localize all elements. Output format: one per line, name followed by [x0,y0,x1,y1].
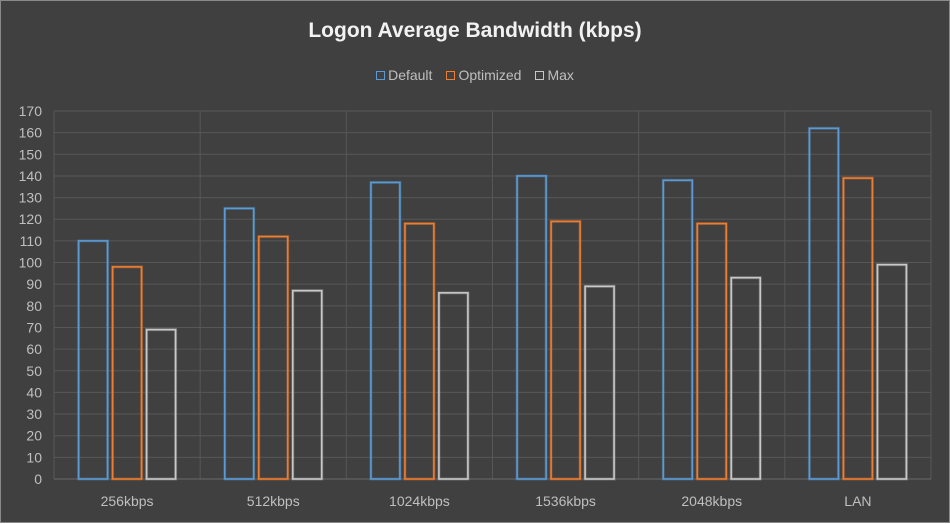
legend-swatch [535,70,545,80]
legend-swatch [376,70,386,80]
bar-default-256kbps [77,240,109,480]
bar-optimized-1536kbps [550,220,581,480]
legend-swatch [446,70,456,80]
bar-default-2048kbps [662,179,694,480]
y-tick-label: 120 [19,211,43,227]
chart-title: Logon Average Bandwidth (kbps) [308,19,642,42]
y-tick-label: 30 [26,406,42,422]
bar-default-1024kbps [370,181,401,480]
y-tick-label: 50 [26,363,42,379]
bar-max-512kbps [291,289,323,480]
y-tick-label: 140 [19,168,43,184]
bar-max-1024kbps [438,292,469,480]
bar-max-LAN [876,263,908,480]
y-tick-label: 70 [26,319,42,335]
x-tick-label: 256kbps [101,493,154,509]
bar-glow [875,263,908,481]
y-tick-label: 80 [26,298,42,314]
bar-max-1536kbps [584,285,615,480]
legend-label: Optimized [458,67,522,83]
bar-default-LAN [808,127,840,480]
bar-glow [111,265,144,481]
bar-glow [369,180,402,481]
y-tick-label: 20 [26,428,42,444]
y-tick-label: 160 [19,125,43,141]
y-tick-label: 110 [20,233,43,249]
bar-optimized-LAN [842,177,874,480]
bar-glow [549,219,582,481]
x-tick-label: 1536kbps [535,493,596,509]
bar-glow [403,222,436,481]
bar-glow [223,206,256,481]
x-tick-label: 1024kbps [389,493,450,509]
bar-max-256kbps [145,328,177,480]
y-tick-label: 150 [19,146,43,162]
bar-default-1536kbps [516,175,547,480]
legend-item-max: Max [535,67,574,83]
bar-optimized-1024kbps [404,222,435,480]
bar-optimized-512kbps [257,235,289,480]
x-tick-label: 2048kbps [681,493,742,509]
bar-glow [145,328,178,481]
bar-glow [437,291,470,481]
y-tick-label: 60 [26,341,42,357]
bar-optimized-256kbps [111,266,143,480]
legend: Default Optimized Max [1,67,949,83]
y-tick-label: 130 [19,190,43,206]
y-tick-label: 40 [26,384,42,400]
y-tick-label: 10 [26,449,42,465]
bar-optimized-2048kbps [696,222,728,480]
bar-glow [257,235,290,481]
legend-item-default: Default [376,67,432,83]
bar-glow [291,289,324,481]
bar-glow [695,222,728,481]
x-tick-label: LAN [844,493,871,509]
bar-glow [661,178,694,481]
bar-glow [583,284,616,481]
legend-label: Default [388,67,433,83]
legend-label: Max [547,67,574,83]
y-tick-label: 90 [26,276,42,292]
bar-glow [729,276,762,481]
bar-max-2048kbps [730,276,762,480]
legend-item-optimized: Optimized [446,67,521,83]
y-tick-label: 170 [19,103,43,119]
y-tick-label: 100 [19,255,43,271]
y-tick-label: 0 [34,471,42,487]
x-tick-label: 512kbps [247,493,300,509]
bar-glow [77,239,110,481]
bar-default-512kbps [223,207,255,480]
bar-glow [841,176,874,481]
bar-glow [807,126,840,481]
